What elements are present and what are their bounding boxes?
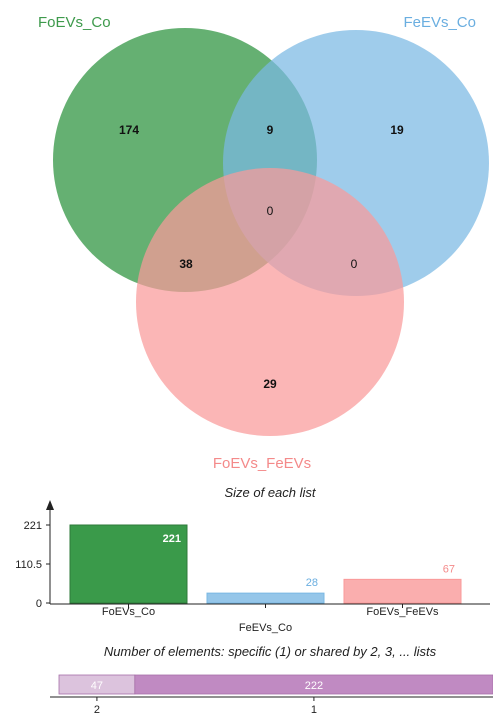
venn-circle-foevs-feevs [136, 168, 404, 436]
region-count-foevs-co-only: 174 [119, 123, 139, 137]
bar-value-label-2: 67 [443, 563, 455, 575]
size-chart-y-axis-arrow [46, 500, 54, 510]
x-tick-label-1: FeEVs_Co [239, 622, 292, 634]
share-tick-label-1: 1 [311, 704, 317, 716]
bar-value-label-1: 28 [306, 577, 318, 589]
region-count-foevs-co-foevs-feevs: 38 [179, 257, 193, 271]
x-tick-label-0: FoEVs_Co [102, 606, 155, 618]
region-count-foevs-feevs-only: 29 [263, 377, 277, 391]
share-chart-caption: Number of elements: specific (1) or shar… [104, 644, 437, 659]
share-value-label-1: 222 [305, 680, 323, 692]
x-tick-label-2: FoEVs_FeEVs [366, 606, 439, 618]
size-chart-caption: Size of each list [224, 485, 316, 500]
region-count-feevs-co-foevs-feevs: 0 [351, 257, 358, 271]
y-tick-label-0: 0 [36, 598, 42, 610]
region-count-all-three: 0 [267, 204, 274, 218]
venn-circles [53, 28, 489, 436]
set-label-foevs-feevs: FoEVs_FeEVs [213, 455, 311, 472]
share-tick-label-2: 2 [94, 704, 100, 716]
bar-foevs-co [69, 524, 188, 604]
y-tick-label-110: 110.5 [15, 559, 42, 571]
bar-value-label-0: 221 [163, 533, 181, 545]
size-bars: 221 FoEVs_Co 28 FeEVs_Co 67 FoEVs_FeEVs [69, 524, 462, 634]
set-label-foevs-co: FoEVs_Co [38, 14, 111, 31]
y-tick-label-221: 221 [24, 520, 42, 532]
set-label-feevs-co: FeEVs_Co [403, 14, 476, 31]
region-count-feevs-co-only: 19 [390, 123, 404, 137]
bar-foevs-feevs [343, 578, 462, 604]
size-chart: 221 110.5 0 221 FoEVs_Co 28 FeEVs_Co 67 FoEVs… [15, 500, 490, 634]
region-count-foevs-co-feevs-co: 9 [267, 123, 274, 137]
share-value-label-2: 47 [91, 680, 103, 692]
bar-feevs-co [206, 592, 325, 604]
